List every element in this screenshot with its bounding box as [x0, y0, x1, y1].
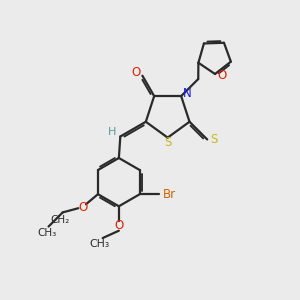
- Text: H: H: [108, 127, 116, 137]
- Text: CH₃: CH₃: [38, 228, 57, 238]
- Text: O: O: [217, 69, 226, 82]
- Text: CH₃: CH₃: [89, 239, 109, 249]
- Text: CH₂: CH₂: [51, 215, 70, 225]
- Text: S: S: [210, 133, 218, 146]
- Text: N: N: [183, 87, 192, 100]
- Text: Br: Br: [163, 188, 176, 201]
- Text: S: S: [164, 136, 171, 149]
- Text: O: O: [114, 219, 124, 232]
- Text: O: O: [131, 66, 140, 79]
- Text: O: O: [78, 201, 87, 214]
